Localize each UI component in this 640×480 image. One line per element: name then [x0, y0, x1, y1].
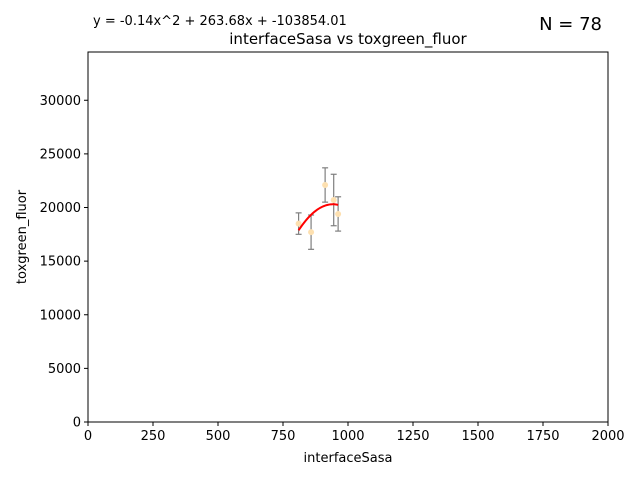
plot-background — [88, 52, 608, 422]
x-tick-label: 0 — [84, 429, 92, 444]
y-tick-label: 10000 — [40, 308, 81, 323]
fit-equation: y = -0.14x^2 + 263.68x + -103854.01 — [93, 14, 347, 29]
x-tick-label: 1000 — [331, 429, 364, 444]
fit-curve — [297, 203, 339, 231]
y-axis-ticks: 0 5000 10000 15000 20000 25000 30000 — [40, 94, 88, 431]
y-tick-label: 25000 — [40, 147, 81, 162]
plot-area: 0 250 500 750 1000 1250 1500 1750 2000 0 5000 1000… — [40, 51, 625, 444]
x-axis-label: interfaceSasa — [304, 451, 393, 466]
y-tick-label: 0 — [73, 416, 81, 431]
x-axis-ticks: 0 250 500 750 1000 1250 1500 1750 2000 — [84, 422, 625, 444]
y-tick-label: 15000 — [40, 255, 81, 270]
fit-curve-line — [297, 203, 339, 231]
data-point — [295, 220, 302, 227]
y-tick-label: 30000 — [40, 94, 81, 109]
data-point — [308, 229, 315, 236]
x-tick-label: 500 — [206, 429, 231, 444]
data-point — [330, 197, 337, 203]
sample-count: N = 78 — [539, 14, 602, 35]
x-tick-label: 1250 — [396, 429, 429, 444]
y-axis-label: toxgreen_fluor — [15, 189, 30, 284]
plot-frame — [87, 51, 609, 423]
x-tick-label: 1500 — [461, 429, 494, 444]
x-tick-label: 250 — [141, 429, 166, 444]
x-tick-label: 750 — [271, 429, 296, 444]
data-points — [295, 181, 342, 236]
data-point — [335, 210, 342, 217]
x-tick-label: 2000 — [591, 429, 624, 444]
chart-title: interfaceSasa vs toxgreen_fluor — [229, 30, 467, 49]
y-tick-label: 20000 — [40, 201, 81, 216]
data-point — [322, 181, 329, 188]
x-tick-label: 1750 — [526, 429, 559, 444]
y-tick-label: 5000 — [48, 362, 81, 377]
